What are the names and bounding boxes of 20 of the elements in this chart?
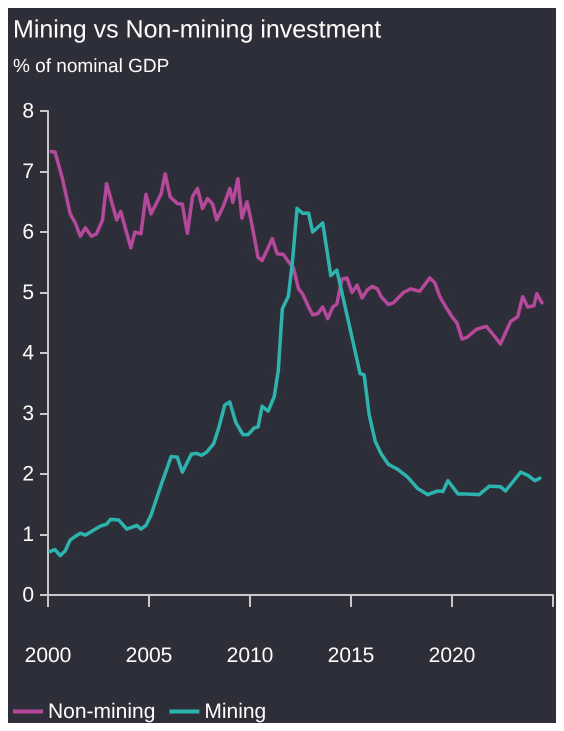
y-tick-label: 0 bbox=[22, 584, 34, 606]
x-tick-label: 2010 bbox=[226, 644, 274, 667]
chart-subtitle: % of nominal GDP bbox=[13, 56, 170, 77]
x-tick-label: 2000 bbox=[24, 644, 72, 667]
line-series bbox=[49, 150, 544, 346]
y-tick-label: 6 bbox=[22, 220, 34, 244]
y-tick-label: 2 bbox=[22, 462, 34, 486]
y-tick-label: 8 bbox=[22, 100, 34, 122]
line-series bbox=[48, 206, 542, 558]
legend-label: Mining bbox=[204, 700, 266, 723]
legend-label: Non-mining bbox=[48, 700, 156, 723]
y-tick-label: 5 bbox=[22, 281, 34, 304]
y-tick-label: 7 bbox=[22, 160, 34, 183]
x-tick-label: 2005 bbox=[126, 644, 172, 667]
x-tick-label: 2020 bbox=[428, 644, 476, 667]
y-tick-label: 1 bbox=[22, 523, 34, 546]
y-tick-label: 3 bbox=[22, 402, 34, 425]
chart-title: Mining vs Non-mining investment bbox=[13, 16, 382, 44]
y-tick-label: 4 bbox=[22, 342, 34, 364]
x-tick-label: 2015 bbox=[328, 644, 374, 667]
